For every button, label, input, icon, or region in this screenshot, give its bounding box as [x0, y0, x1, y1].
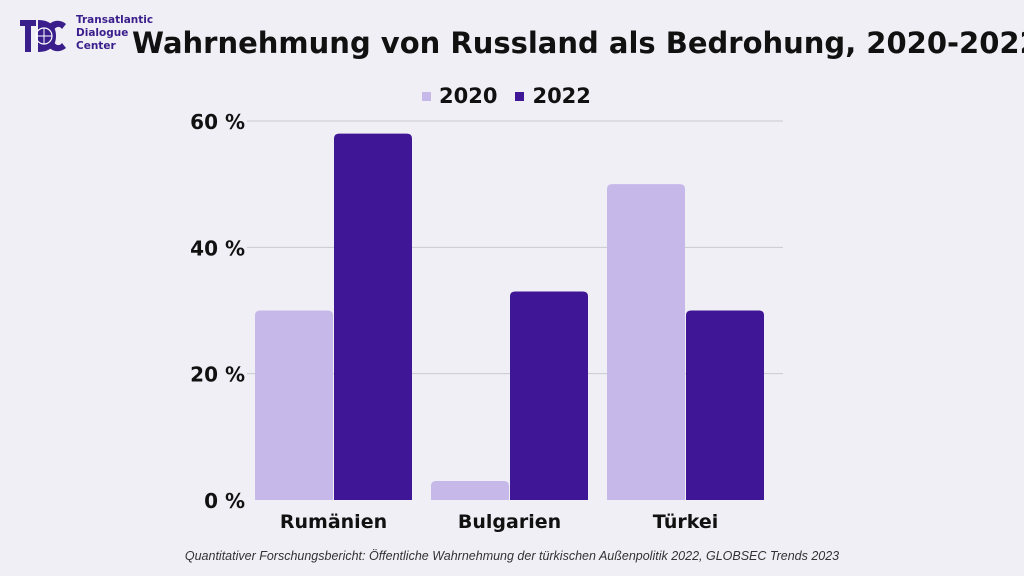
bar-2022 [686, 310, 764, 500]
legend-item-2020: 2020 [422, 84, 497, 108]
y-tick-label: 0 % [204, 489, 245, 513]
logo-line-1: Transatlantic [76, 14, 154, 26]
source-note: Quantitativer Forschungsbericht: Öffentl… [184, 549, 840, 563]
chart-title: Wahrnehmung von Russland als Bedrohung, … [132, 26, 1024, 60]
legend-swatch-2022 [515, 91, 525, 101]
legend-swatch-2020 [422, 91, 431, 101]
x-tick-label: Bulgarien [458, 511, 561, 533]
logo-text: Transatlantic Dialogue Center [76, 14, 153, 53]
logo-line-3: Center [76, 40, 116, 52]
logo-mark [20, 20, 66, 52]
bar-2020 [255, 310, 333, 500]
legend: 2020 2022 [422, 83, 609, 109]
bar-2022 [334, 133, 412, 500]
bar-2020 [607, 184, 685, 500]
bar-2022 [510, 291, 588, 500]
legend-label-2020: 2020 [439, 84, 498, 108]
bar-2020 [431, 481, 509, 500]
y-tick-label: 20 % [190, 363, 245, 387]
legend-item-2022: 2022 [515, 84, 591, 108]
x-tick-label: Türkei [653, 511, 719, 533]
y-tick-label: 40 % [190, 236, 245, 260]
legend-label-2022: 2022 [532, 84, 591, 108]
y-tick-label: 60 % [190, 110, 245, 134]
logo: Transatlantic Dialogue Center [18, 14, 158, 62]
logo-line-2: Dialogue [76, 27, 129, 39]
x-tick-label: Rumänien [280, 511, 387, 533]
